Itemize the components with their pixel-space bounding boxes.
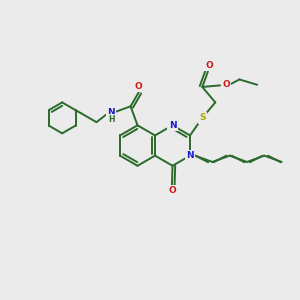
Text: O: O xyxy=(168,186,176,195)
Text: N: N xyxy=(186,151,194,160)
Text: H: H xyxy=(108,115,115,124)
Text: S: S xyxy=(199,113,206,122)
Text: O: O xyxy=(205,61,213,70)
Text: O: O xyxy=(222,80,230,89)
Text: N: N xyxy=(107,108,115,117)
Text: N: N xyxy=(169,121,176,130)
Text: O: O xyxy=(135,82,143,91)
